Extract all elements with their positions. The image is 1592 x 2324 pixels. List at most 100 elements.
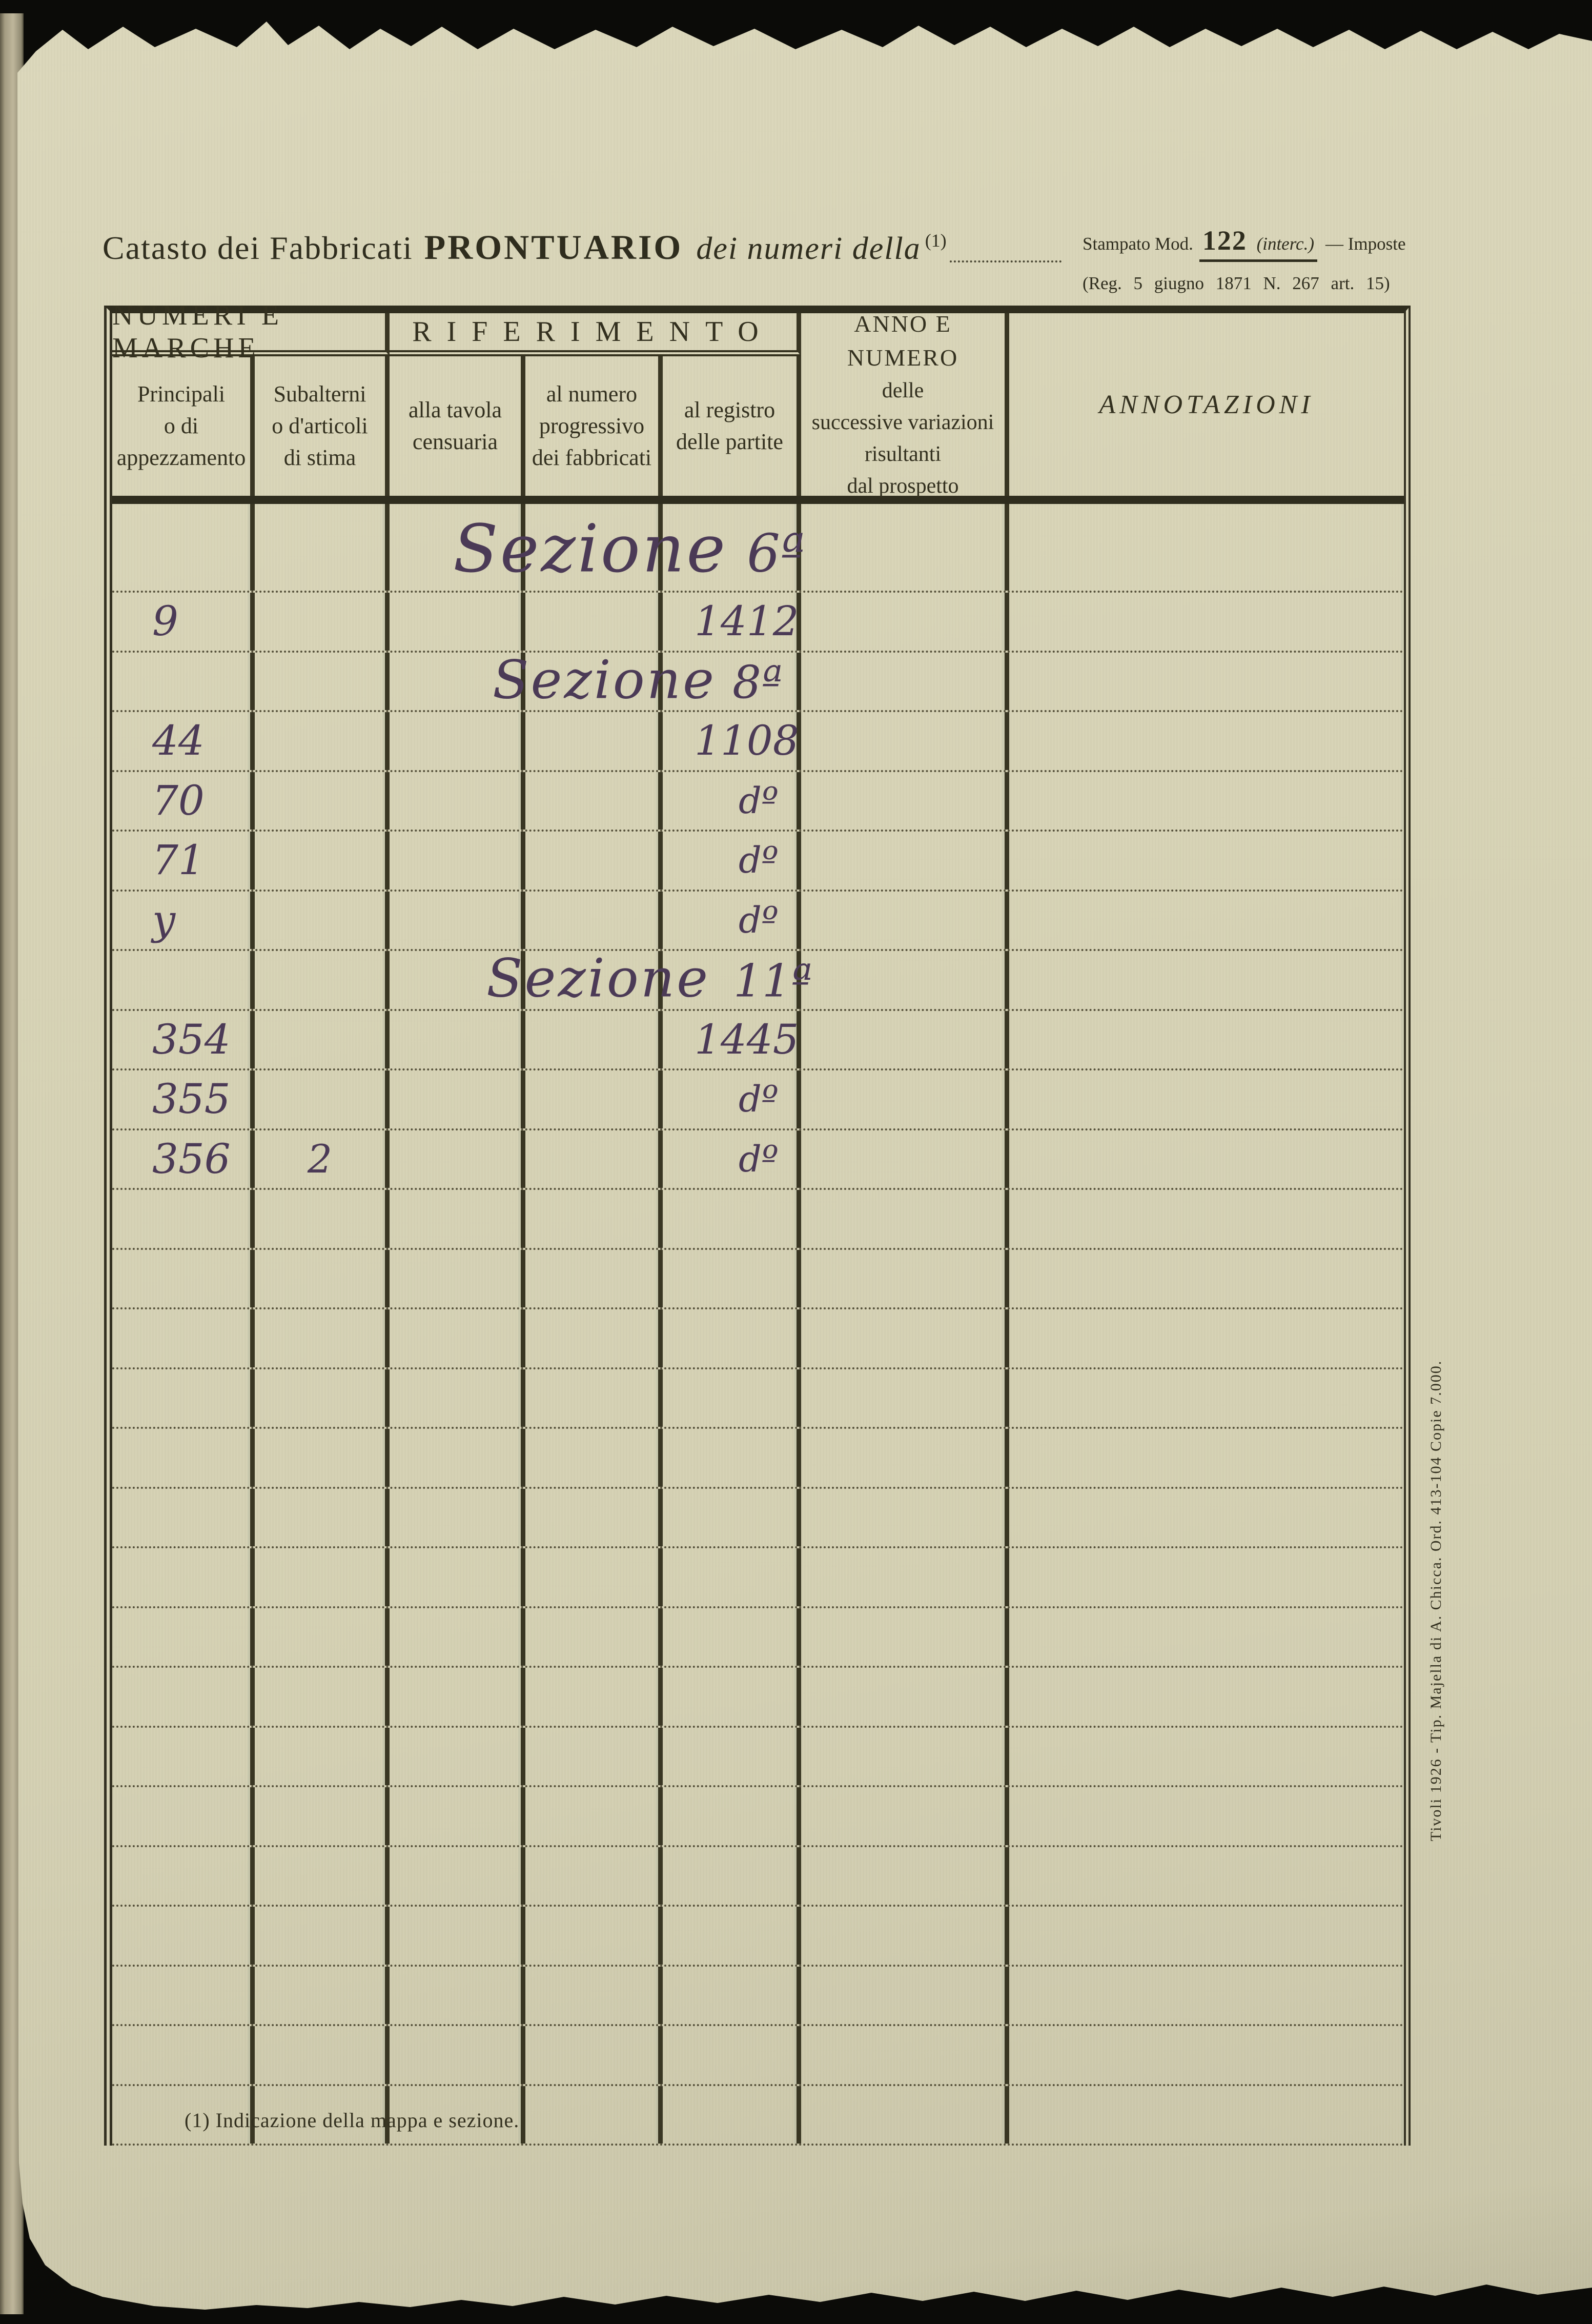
cell-registro	[663, 1249, 801, 1307]
cell-registro	[663, 1727, 801, 1785]
cell-principali: y	[112, 891, 255, 949]
cell-registro	[663, 2086, 801, 2144]
cell-tavola	[390, 1548, 525, 1606]
table-row	[112, 1907, 1404, 1967]
cell-annotazioni	[1009, 2086, 1404, 2144]
cell-subalterni	[255, 1249, 390, 1307]
cell-variazioni	[801, 1011, 1009, 1068]
cell-variazioni	[801, 1429, 1009, 1487]
cell-annotazioni	[1009, 1130, 1404, 1188]
cell-variazioni	[801, 1130, 1009, 1188]
printer-imprint: Tivoli 1926 - Tip. Majella di A. Chicca.…	[1427, 1360, 1444, 1842]
cell-subalterni	[255, 1847, 390, 1905]
table-row	[112, 1429, 1404, 1489]
cell-registro	[663, 2026, 801, 2084]
cell-principali	[112, 1309, 255, 1367]
cell-tavola	[390, 1907, 525, 1965]
cell-principali	[112, 1907, 255, 1965]
cell-registro	[663, 1966, 801, 2024]
cell-registro	[663, 1668, 801, 1726]
cell-principali	[112, 1429, 255, 1487]
cell-variazioni	[801, 1309, 1009, 1367]
cell-annotazioni	[1009, 1728, 1404, 1786]
cell-registro: 1412	[663, 593, 801, 651]
section-number: 8ª	[732, 656, 783, 709]
cell-subalterni	[255, 1787, 390, 1845]
column-header-anno-e-numero: ANNO E NUMERO delle successive variazion…	[801, 311, 1009, 498]
cell-annotazioni	[1009, 1907, 1404, 1965]
table-row: y dº	[112, 891, 1404, 951]
cell-annotazioni	[1009, 712, 1404, 770]
table-row: 71 dº	[112, 832, 1404, 892]
cell-tavola	[390, 1429, 525, 1487]
column-header-registro-partite: al registro delle partite	[663, 356, 801, 496]
cell-tavola	[390, 1727, 525, 1785]
cell-subalterni	[255, 1309, 390, 1367]
cell-principali	[112, 1608, 255, 1666]
stamp-prefix: Stampato Mod.	[1083, 234, 1193, 254]
cell-principali: 44	[112, 712, 255, 770]
cell-principali	[112, 1190, 255, 1248]
title-bold: PRONTUARIO	[424, 228, 683, 267]
cell-progressivo	[525, 1608, 663, 1666]
table-row	[112, 1309, 1404, 1369]
cell-annotazioni	[1009, 1668, 1404, 1726]
cell-registro: 1108	[663, 712, 801, 770]
cell-variazioni	[801, 504, 1009, 591]
cell-progressivo	[525, 593, 663, 651]
cell-principali: 70	[112, 772, 255, 830]
cadastral-table: NUMERI E MARCHE RIFERIMENTO Principali o…	[104, 299, 1411, 2146]
cell-tavola	[390, 1787, 525, 1845]
cell-annotazioni	[1009, 1369, 1404, 1427]
section-entry: Sezione 6ª	[453, 511, 805, 588]
section-word: Sezione	[453, 511, 728, 588]
cell-subalterni	[255, 1070, 390, 1128]
cell-registro	[663, 504, 801, 591]
cell-annotazioni	[1009, 1011, 1404, 1069]
cell-tavola	[390, 1070, 525, 1128]
table-row: 354 1445	[112, 1011, 1404, 1070]
table-row	[112, 1847, 1404, 1907]
cell-variazioni	[801, 1668, 1009, 1726]
column-header-principali: Principali o di appezzamento	[112, 356, 255, 496]
title-dotted-line	[949, 260, 1062, 262]
cell-variazioni	[801, 1488, 1009, 1546]
cell-variazioni	[801, 1548, 1009, 1606]
cell-principali	[112, 1369, 255, 1427]
cell-subalterni	[255, 1608, 390, 1666]
cell-annotazioni	[1009, 504, 1404, 591]
group-header-numeri-e-marche: NUMERI E MARCHE	[112, 299, 390, 364]
cell-annotazioni	[1009, 1190, 1404, 1248]
table-row	[112, 1488, 1404, 1548]
cell-tavola	[390, 712, 525, 770]
table-row	[112, 2086, 1404, 2146]
cell-principali: 71	[112, 832, 255, 890]
cell-principali	[112, 2086, 255, 2144]
cell-subalterni	[255, 2086, 390, 2144]
cell-registro	[663, 1907, 801, 1965]
anno-line: successive variazioni	[811, 411, 994, 434]
cell-registro: dº	[663, 832, 801, 890]
cell-progressivo	[525, 1488, 663, 1546]
title-italic: dei numeri della	[696, 231, 921, 266]
cell-registro	[663, 1488, 801, 1546]
cell-variazioni	[801, 1608, 1009, 1666]
document-title: Catasto dei Fabbricati PRONTUARIO dei nu…	[103, 227, 1062, 268]
cell-principali	[112, 1668, 255, 1726]
cell-progressivo	[525, 1011, 663, 1068]
cell-variazioni	[801, 1070, 1009, 1128]
cell-registro: dº	[663, 772, 801, 830]
cell-principali	[112, 2026, 255, 2084]
cell-subalterni	[255, 593, 390, 651]
cell-subalterni	[255, 1429, 390, 1487]
cell-registro: dº	[663, 1130, 801, 1188]
cell-subalterni	[255, 832, 390, 890]
cell-annotazioni	[1009, 772, 1404, 830]
cell-principali: 356	[112, 1130, 255, 1188]
section-word: Sezione	[486, 947, 710, 1009]
cell-tavola	[390, 2026, 525, 2084]
cell-annotazioni	[1009, 1787, 1404, 1845]
cell-subalterni	[255, 652, 390, 710]
anno-line: ANNO E NUMERO	[847, 311, 959, 371]
